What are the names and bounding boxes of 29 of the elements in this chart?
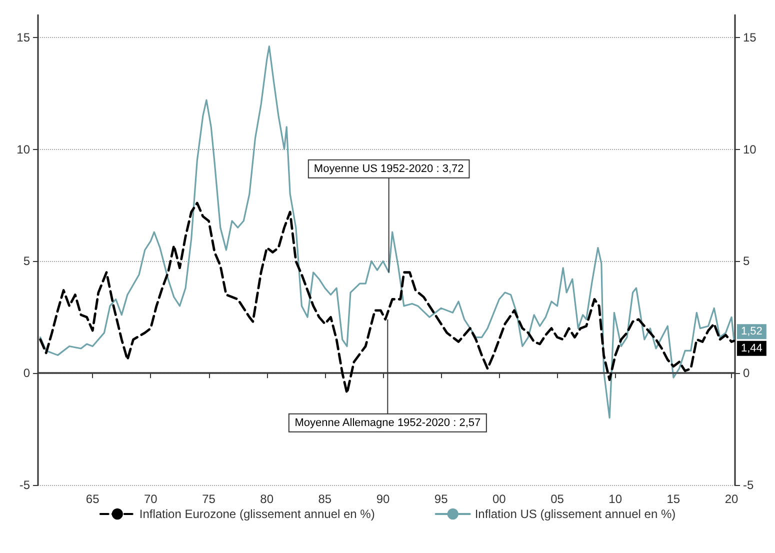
line-series [40,46,735,419]
legend-label: Inflation US (glissement annuel en %) [474,507,676,521]
annotation: 1,44 [741,342,762,354]
x-tick-label: 95 [434,492,448,506]
y2-tick-label: 5 [743,254,750,268]
x-tick-label: 20 [724,492,739,506]
x-tick-label: 75 [202,492,216,506]
x-tick-label: 05 [550,492,564,506]
annotation: Moyenne US 1952-2020 : 3,72 [314,162,464,175]
x-tick-label: 80 [260,492,274,506]
x-tick-label: 00 [492,492,506,506]
annotation: Moyenne Allemagne 1952-2020 : 2,57 [294,416,481,429]
y-tick-label: 5 [23,254,30,268]
y-tick-label: -5 [19,478,30,492]
x-tick-label: 65 [86,492,100,506]
x-tick-label: 90 [376,492,390,506]
y-tick-label: 15 [16,30,30,44]
legend-label: Inflation Eurozone (glissement annuel en %) [139,507,375,521]
y2-tick-label: 0 [743,366,750,380]
x-tick-label: 70 [144,492,158,506]
x-tick-label: 15 [666,492,680,506]
annotation: 1,52 [741,326,762,338]
y2-tick-label: 15 [743,30,757,44]
y2-tick-label: 10 [743,142,757,156]
y-tick-label: 0 [23,366,30,380]
x-tick-label: 85 [318,492,332,506]
x-tick-label: 10 [608,492,622,506]
y2-tick-label: -5 [743,478,754,492]
y-tick-label: 10 [16,142,30,156]
